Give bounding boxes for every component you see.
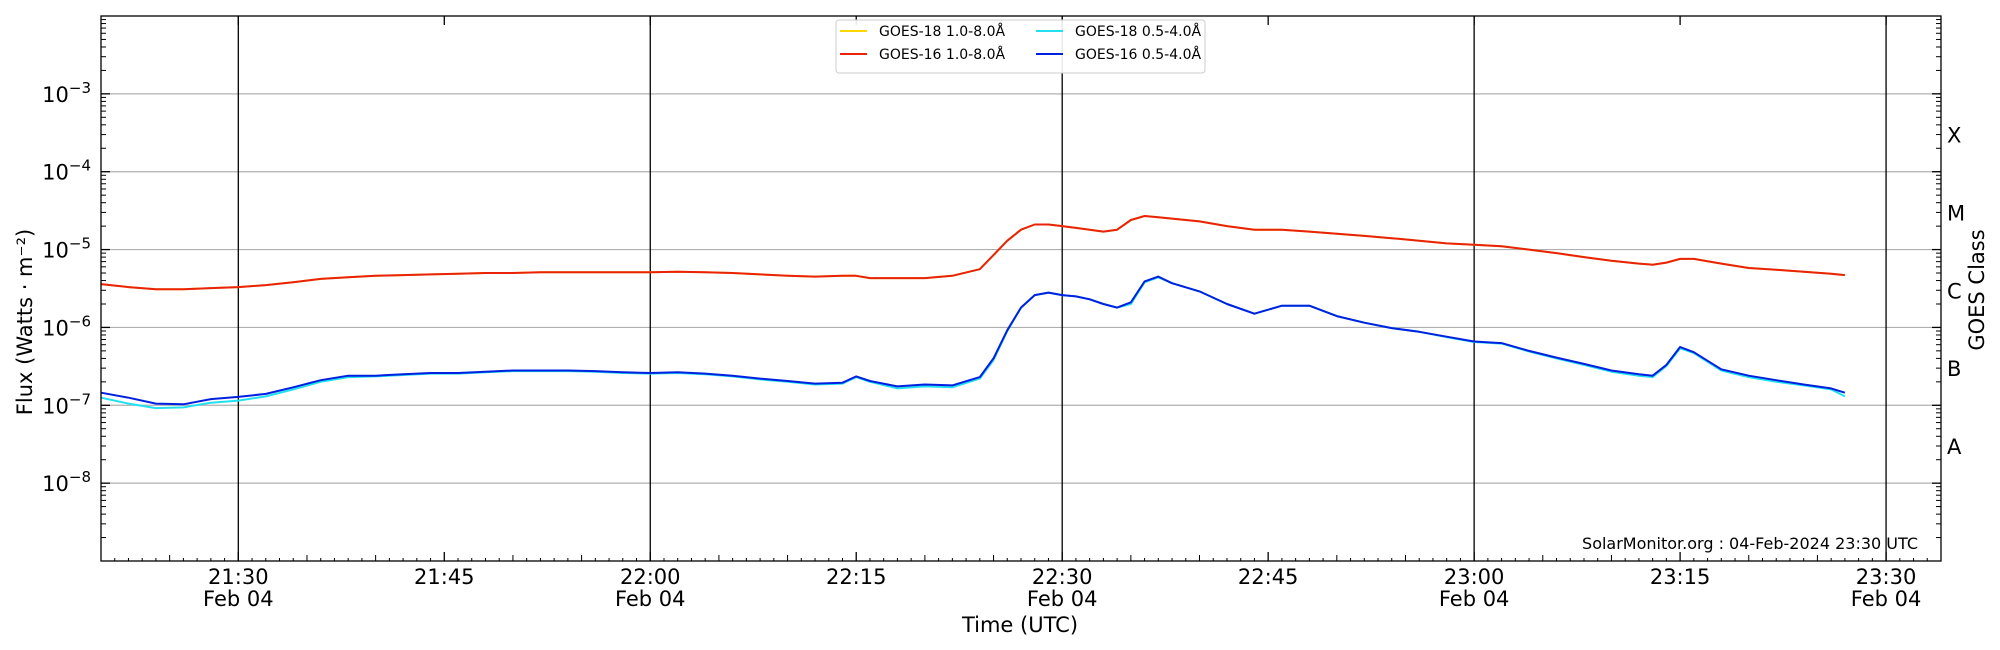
grid-lines <box>101 93 1941 484</box>
y-tick-base: 10 <box>42 83 69 107</box>
x-tick-label: 21:45 <box>414 565 475 589</box>
y-tick-base: 10 <box>42 239 69 263</box>
y-tick-exponent: −4 <box>69 157 91 175</box>
y-tick-base: 10 <box>42 394 69 418</box>
y-tick-exponent: −3 <box>69 79 91 97</box>
goes-class-b: B <box>1947 357 1961 381</box>
y-tick-labels: 10−810−710−610−510−410−3 <box>42 79 91 496</box>
y-tick-label: 10−3 <box>42 79 91 107</box>
x-tick-label: 23:30 <box>1856 565 1917 589</box>
x-tick-date-label: Feb 04 <box>1027 587 1098 611</box>
legend: GOES-18 1.0-8.0Å GOES-18 0.5-4.0Å GOES-16 … <box>835 19 1206 74</box>
y-tick-label: 10−7 <box>42 390 91 418</box>
y-tick-label: 10−8 <box>42 468 91 496</box>
series-line-2 <box>100 276 1846 410</box>
y-tick-exponent: −7 <box>69 390 91 408</box>
legend-label: GOES-16 1.0-8.0Å <box>879 46 1005 63</box>
legend-label: GOES-18 0.5-4.0Å <box>1075 23 1201 40</box>
x-tick-date-label: Feb 04 <box>1439 587 1510 611</box>
goes-class-m: M <box>1947 201 1965 225</box>
y-tick-exponent: −8 <box>69 468 91 486</box>
series-line-0 <box>100 215 1846 291</box>
y-tick-label: 10−4 <box>42 157 91 185</box>
x-axis-title: Time (UTC) <box>961 613 1078 637</box>
credit-annotation: SolarMonitor.org : 04-Feb-2024 23:30 UTC <box>1582 534 1918 553</box>
series-lines <box>100 215 1846 410</box>
x-tick-date-label: Feb 04 <box>615 587 686 611</box>
x-tick-label: 23:00 <box>1444 565 1505 589</box>
legend-box <box>835 19 1206 74</box>
y-tick-base: 10 <box>42 316 69 340</box>
goes-class-c: C <box>1947 279 1962 303</box>
goes-class-x: X <box>1947 124 1961 148</box>
legend-label: GOES-16 0.5-4.0Å <box>1075 46 1201 63</box>
y-axis-title: Flux (Watts · m⁻²) <box>13 229 37 415</box>
x-tick-label: 21:30 <box>208 565 269 589</box>
axis-ticks <box>100 16 1942 561</box>
x-tick-date-label: Feb 04 <box>1851 587 1922 611</box>
right-axis-title: GOES Class <box>1965 229 1989 350</box>
y-tick-exponent: −5 <box>69 235 91 253</box>
x-tick-label: 22:30 <box>1032 565 1093 589</box>
x-tick-label: 22:45 <box>1238 565 1299 589</box>
x-tick-label: 22:15 <box>826 565 887 589</box>
goes-class-labels: A B C M X <box>1947 124 1965 459</box>
x-tick-date-label: Feb 04 <box>203 587 274 611</box>
y-tick-label: 10−6 <box>42 312 91 340</box>
x-tick-label: 23:15 <box>1650 565 1711 589</box>
goes-class-a: A <box>1947 435 1962 459</box>
legend-label: GOES-18 1.0-8.0Å <box>879 23 1005 40</box>
y-tick-base: 10 <box>42 161 69 185</box>
x-tick-label: 22:00 <box>620 565 681 589</box>
y-tick-base: 10 <box>42 472 69 496</box>
series-line-1 <box>100 215 1846 291</box>
series-line-3 <box>100 275 1846 406</box>
day-marker-lines <box>237 16 1887 561</box>
y-tick-exponent: −6 <box>69 312 91 330</box>
plot-frame <box>100 15 1942 562</box>
y-tick-label: 10−5 <box>42 235 91 263</box>
